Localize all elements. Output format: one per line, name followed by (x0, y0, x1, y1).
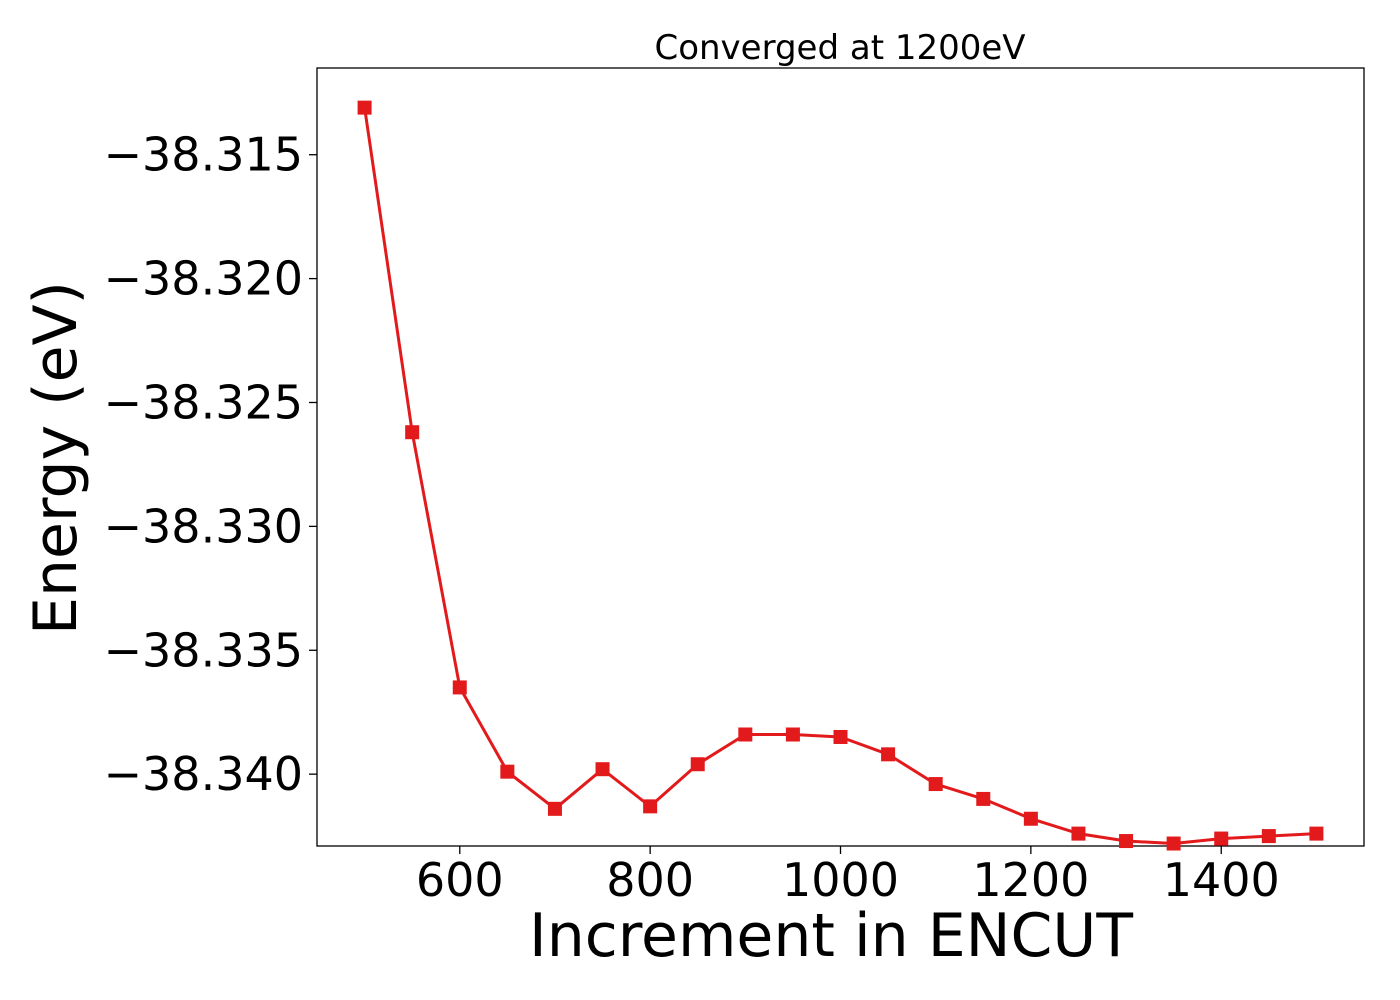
data-point-marker (1071, 826, 1086, 841)
y-tick-label: −38.315 (104, 128, 304, 182)
data-point-marker (452, 680, 467, 695)
series-layer (357, 100, 1324, 851)
data-point-marker (690, 757, 705, 772)
y-tick-label: −38.320 (104, 252, 304, 306)
data-point-marker (1119, 834, 1134, 849)
data-point-marker (976, 791, 991, 806)
data-point-marker (357, 100, 372, 115)
data-point-marker (643, 799, 658, 814)
x-tick-label: 800 (606, 853, 694, 907)
y-tick-label: −38.340 (104, 747, 304, 801)
y-axis-label: Energy (eV) (21, 281, 91, 635)
plot-area (316, 67, 1365, 847)
data-point-marker (833, 729, 848, 744)
data-point-marker (881, 747, 896, 762)
chart-title: Converged at 1200eV (654, 28, 1025, 68)
data-point-marker (547, 801, 562, 816)
data-point-marker (1166, 836, 1181, 851)
x-tick-label: 1000 (782, 853, 899, 907)
data-point-marker (785, 727, 800, 742)
data-point-marker (738, 727, 753, 742)
y-axis-ticks: −38.315 −38.320 −38.325 −38.330 −38.335 −38.3… (104, 128, 317, 801)
data-point-marker (1309, 826, 1324, 841)
x-tick-label: 1400 (1163, 853, 1280, 907)
data-point-marker (1214, 831, 1229, 846)
data-point-marker (928, 777, 943, 792)
data-point-marker (500, 764, 515, 779)
y-tick-label: −38.325 (104, 375, 304, 429)
data-point-marker (405, 425, 420, 440)
data-point-marker (1023, 811, 1038, 826)
x-tick-label: 600 (416, 853, 504, 907)
data-point-marker (1261, 829, 1276, 844)
x-axis-label: Increment in ENCUT (529, 901, 1133, 971)
x-tick-label: 1200 (972, 853, 1089, 907)
y-tick-label: −38.330 (104, 499, 304, 553)
data-point-marker (595, 762, 610, 777)
x-axis-ticks: 600 800 1000 1200 1400 (416, 846, 1280, 907)
y-tick-label: −38.335 (104, 623, 304, 677)
